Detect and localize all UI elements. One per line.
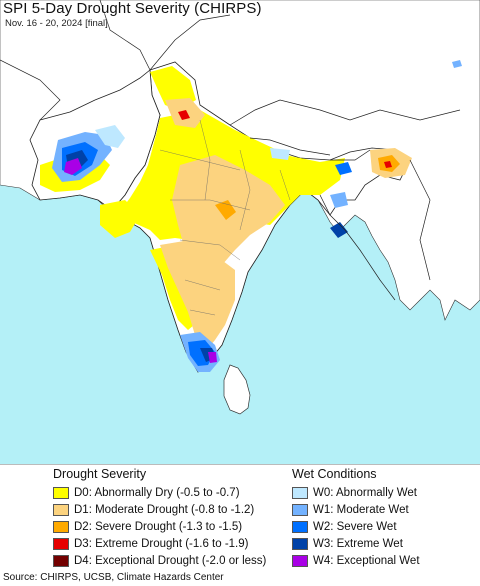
map-title: SPI 5-Day Drought Severity (CHIRPS): [3, 0, 262, 17]
legend-item-w0: W0: Abnormally Wet: [292, 484, 420, 501]
swatch-w0: [292, 486, 308, 499]
legend-item-d4: D4: Exceptional Drought (-2.0 or less): [53, 552, 266, 569]
wet-zone-nepal-w0: [270, 148, 290, 160]
source-credit: Source: CHIRPS, UCSB, Climate Hazards Ce…: [3, 572, 224, 583]
legend-item-w1: W1: Moderate Wet: [292, 501, 420, 518]
legend-label-d4: D4: Exceptional Drought (-2.0 or less): [74, 554, 267, 567]
wet-zone-tibet-w1: [452, 60, 462, 68]
legend-label-w3: W3: Extreme Wet: [313, 537, 403, 550]
legend-label-w2: W2: Severe Wet: [313, 520, 397, 533]
swatch-d2: [53, 520, 69, 533]
swatch-w3: [292, 537, 308, 550]
drought-legend-heading: Drought Severity: [53, 467, 147, 481]
d0-zone-gujarat: [100, 200, 140, 238]
wet-zone-pakistan-w4: [64, 158, 82, 175]
legend-item-w3: W3: Extreme Wet: [292, 535, 420, 552]
d3-zone-northeast: [384, 161, 392, 168]
sri-lanka: [223, 364, 251, 415]
legend-label-d1: D1: Moderate Drought (-0.8 to -1.2): [74, 503, 255, 516]
swatch-w4: [292, 554, 308, 567]
swatch-w2: [292, 520, 308, 533]
swatch-d4: [53, 554, 69, 567]
legend-item-w2: W2: Severe Wet: [292, 518, 420, 535]
state-borders: [159, 119, 291, 316]
country-borders: [0, 0, 461, 301]
coast-detail: [330, 222, 348, 238]
drought-legend: Drought Severity D0: Abnormally Dry (-0.…: [53, 465, 266, 569]
legend-label-w0: W0: Abnormally Wet: [313, 486, 417, 499]
legend-item-d0: D0: Abnormally Dry (-0.5 to -0.7): [53, 484, 266, 501]
wet-zone-bangladesh-w1: [330, 192, 348, 208]
legend-label-d0: D0: Abnormally Dry (-0.5 to -0.7): [74, 486, 240, 499]
swatch-d0: [53, 486, 69, 499]
wet-zone-south-w4: [208, 352, 217, 363]
swatch-d3: [53, 537, 69, 550]
legend-item-d2: D2: Severe Drought (-1.3 to -1.5): [53, 518, 266, 535]
d1-zone-deccan: [160, 240, 235, 352]
d3-zone-north: [178, 110, 190, 120]
legend-label-d3: D3: Extreme Drought (-1.6 to -1.9): [74, 537, 249, 550]
legend-item-w4: W4: Exceptional Wet: [292, 552, 420, 569]
legend-label-w1: W1: Moderate Wet: [313, 503, 409, 516]
legend-label-w4: W4: Exceptional Wet: [313, 554, 420, 567]
swatch-w1: [292, 503, 308, 516]
drought-map: [0, 0, 480, 464]
legend: Drought Severity D0: Abnormally Dry (-0.…: [0, 464, 480, 568]
legend-label-d2: D2: Severe Drought (-1.3 to -1.5): [74, 520, 243, 533]
legend-item-d1: D1: Moderate Drought (-0.8 to -1.2): [53, 501, 266, 518]
map-area: SPI 5-Day Drought Severity (CHIRPS) Nov.…: [0, 0, 480, 464]
wet-zone-pakistan-w0: [95, 125, 125, 148]
wet-legend-heading: Wet Conditions: [292, 467, 377, 481]
wet-zone-bhutan-w2: [335, 162, 352, 175]
legend-item-d3: D3: Extreme Drought (-1.6 to -1.9): [53, 535, 266, 552]
swatch-d1: [53, 503, 69, 516]
wet-legend: Wet Conditions W0: Abnormally Wet W1: Mo…: [292, 465, 420, 569]
map-subtitle: Nov. 16 - 20, 2024 [final]: [5, 18, 108, 29]
